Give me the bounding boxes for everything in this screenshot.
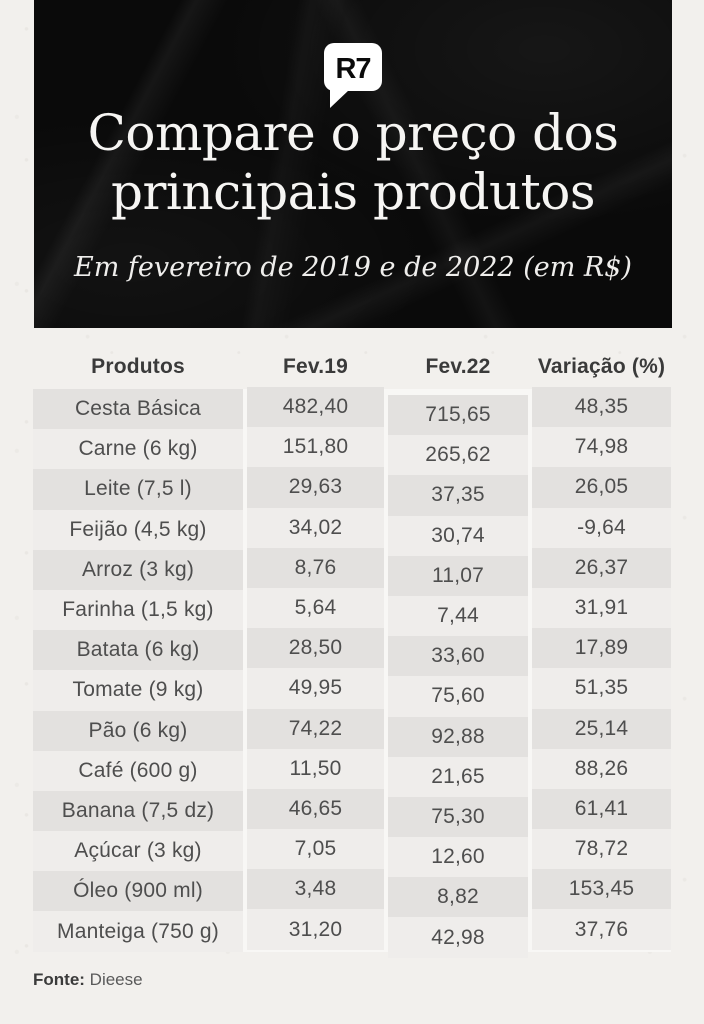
cell-fev22: 33,60 xyxy=(388,636,528,677)
cell-produto: Arroz (3 kg) xyxy=(33,549,243,590)
table-row: Manteiga (750 g) 31,20 42,98 37,76 xyxy=(33,909,671,958)
table-row: Batata (6 kg) 28,50 33,60 17,89 xyxy=(33,628,671,677)
cell-fev19: 31,20 xyxy=(247,909,384,950)
table-row: Feijão (4,5 kg) 34,02 30,74 -9,64 xyxy=(33,507,671,556)
cell-produto: Manteiga (750 g) xyxy=(33,911,243,952)
table-row: Arroz (3 kg) 8,76 11,07 26,37 xyxy=(33,547,671,596)
cell-fev22: 92,88 xyxy=(388,716,528,757)
cell-fev19: 151,80 xyxy=(247,427,384,468)
cell-variacao: 88,26 xyxy=(532,748,671,789)
table-row: Tomate (9 kg) 49,95 75,60 51,35 xyxy=(33,668,671,717)
cell-fev19: 5,64 xyxy=(247,587,384,629)
column-header-produtos: Produtos xyxy=(91,355,185,378)
cell-produto: Tomate (9 kg) xyxy=(33,670,243,711)
cell-produto: Café (600 g) xyxy=(33,750,243,791)
cell-fev22: 37,35 xyxy=(388,475,528,516)
cell-variacao: 17,89 xyxy=(532,628,671,669)
cell-fev19: 8,76 xyxy=(247,547,384,588)
cell-produto: Batata (6 kg) xyxy=(33,630,243,671)
cell-produto: Óleo (900 ml) xyxy=(33,871,243,912)
cell-fev22: 21,65 xyxy=(388,756,528,797)
cell-fev19: 482,40 xyxy=(247,387,384,428)
cell-fev19: 11,50 xyxy=(247,748,384,789)
cell-produto: Leite (7,5 l) xyxy=(33,469,243,510)
cell-variacao: 48,35 xyxy=(532,387,671,428)
column-header-fev19: Fev.19 xyxy=(282,355,349,378)
cell-variacao: 26,37 xyxy=(532,547,671,588)
cell-variacao: 74,98 xyxy=(532,427,671,468)
cell-produto: Farinha (1,5 kg) xyxy=(33,589,243,631)
cell-fev22: 265,62 xyxy=(388,435,528,476)
cell-fev19: 74,22 xyxy=(247,708,384,749)
cell-fev22: 30,74 xyxy=(388,515,528,556)
cell-produto: Banana (7,5 dz) xyxy=(33,790,243,832)
cell-fev19: 7,05 xyxy=(247,829,384,870)
table-row: Carne (6 kg) 151,80 265,62 74,98 xyxy=(33,427,671,476)
table-header-row: Produtos Fev.19 Fev.22 Variação (%) xyxy=(33,345,671,389)
cell-fev19: 29,63 xyxy=(247,467,384,508)
table-row: Banana (7,5 dz) 46,65 75,30 61,41 xyxy=(33,788,671,838)
table-body: Cesta Básica 482,40 715,65 48,35 Carne (… xyxy=(33,387,671,958)
r7-logo: R7 xyxy=(323,42,383,108)
table-row: Pão (6 kg) 74,22 92,88 25,14 xyxy=(33,708,671,757)
cell-fev22: 8,82 xyxy=(388,877,528,918)
cell-fev19: 28,50 xyxy=(247,628,384,669)
page-subtitle: Em fevereiro de 2019 e de 2022 (em R$) xyxy=(74,252,632,283)
cell-variacao: 37,76 xyxy=(532,909,671,950)
cell-variacao: 78,72 xyxy=(532,829,671,870)
cell-variacao: 51,35 xyxy=(532,668,671,709)
cell-variacao: 61,41 xyxy=(532,788,671,830)
column-header-variacao: Variação (%) xyxy=(537,355,666,378)
cell-produto: Carne (6 kg) xyxy=(33,429,243,470)
cell-fev22: 75,60 xyxy=(388,676,528,717)
cell-fev22: 11,07 xyxy=(388,555,528,596)
cell-variacao: 153,45 xyxy=(532,869,671,910)
cell-fev22: 7,44 xyxy=(388,595,528,637)
r7-logo-text: R7 xyxy=(335,53,370,85)
cell-fev22: 75,30 xyxy=(388,796,528,838)
title-line-1: Compare o preço dos xyxy=(87,104,619,162)
cell-variacao: -9,64 xyxy=(532,507,671,548)
source-note: Fonte: Dieese xyxy=(33,970,143,990)
table-row: Óleo (900 ml) 3,48 8,82 153,45 xyxy=(33,869,671,918)
column-header-fev22: Fev.22 xyxy=(425,355,491,378)
cell-fev19: 34,02 xyxy=(247,507,384,548)
cell-fev22: 42,98 xyxy=(388,917,528,958)
cell-fev22: 715,65 xyxy=(388,395,528,436)
cell-produto: Açúcar (3 kg) xyxy=(33,831,243,872)
title-line-2: principais produtos xyxy=(110,163,596,221)
table-row: Leite (7,5 l) 29,63 37,35 26,05 xyxy=(33,467,671,516)
table-row: Café (600 g) 11,50 21,65 88,26 xyxy=(33,748,671,797)
cell-variacao: 31,91 xyxy=(532,587,671,629)
cell-variacao: 26,05 xyxy=(532,467,671,508)
table-row: Farinha (1,5 kg) 5,64 7,44 31,91 xyxy=(33,587,671,637)
cell-fev19: 46,65 xyxy=(247,788,384,830)
cell-produto: Pão (6 kg) xyxy=(33,710,243,751)
cell-produto: Cesta Básica xyxy=(33,389,243,430)
header-banner: R7 Compare o preço dos principais produto… xyxy=(34,0,672,328)
source-label: Fonte: xyxy=(33,970,85,989)
table-row: Cesta Básica 482,40 715,65 48,35 xyxy=(33,387,671,436)
cell-variacao: 25,14 xyxy=(532,708,671,749)
cell-fev19: 3,48 xyxy=(247,869,384,910)
table-row: Açúcar (3 kg) 7,05 12,60 78,72 xyxy=(33,829,671,878)
page-title: Compare o preço dos principais produtos xyxy=(34,104,672,222)
cell-fev22: 12,60 xyxy=(388,837,528,878)
source-value: Dieese xyxy=(89,970,143,989)
cell-produto: Feijão (4,5 kg) xyxy=(33,509,243,550)
speech-bubble-icon: R7 xyxy=(324,43,382,108)
cell-fev19: 49,95 xyxy=(247,668,384,709)
